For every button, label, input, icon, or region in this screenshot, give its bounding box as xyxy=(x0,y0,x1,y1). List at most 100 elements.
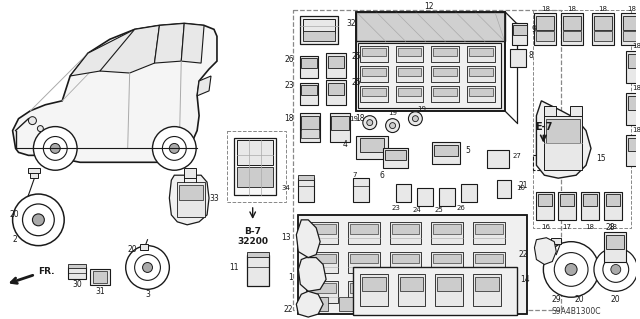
Bar xyxy=(396,46,423,62)
Circle shape xyxy=(143,263,152,272)
Text: 7: 7 xyxy=(353,172,357,178)
Bar xyxy=(360,66,388,82)
Bar xyxy=(628,54,640,68)
Text: 18: 18 xyxy=(284,114,293,123)
Bar xyxy=(300,83,318,105)
Bar xyxy=(475,224,502,234)
Bar xyxy=(356,11,505,41)
Bar xyxy=(621,13,640,45)
Text: 19: 19 xyxy=(417,106,426,112)
Bar xyxy=(362,88,386,96)
Bar xyxy=(433,283,461,293)
Text: 8: 8 xyxy=(529,51,533,60)
Text: 30: 30 xyxy=(72,280,82,289)
Bar xyxy=(558,192,576,220)
Bar xyxy=(385,150,406,160)
Bar xyxy=(390,281,421,303)
Bar xyxy=(307,222,338,244)
Text: 22: 22 xyxy=(284,305,293,314)
Bar xyxy=(298,215,527,314)
Circle shape xyxy=(125,246,170,289)
Text: B-7: B-7 xyxy=(244,227,261,236)
Bar xyxy=(383,148,408,168)
Bar xyxy=(604,192,621,220)
Bar xyxy=(467,46,495,62)
Bar xyxy=(362,48,386,56)
Bar xyxy=(179,185,203,200)
Bar xyxy=(396,66,423,82)
Polygon shape xyxy=(534,238,556,264)
Bar xyxy=(560,194,574,206)
Bar xyxy=(417,188,433,206)
Text: FR.: FR. xyxy=(38,267,55,276)
Text: 14: 14 xyxy=(520,275,530,284)
Bar xyxy=(475,283,502,293)
Circle shape xyxy=(554,253,588,286)
Text: 3: 3 xyxy=(145,290,150,299)
Bar xyxy=(469,88,493,96)
Text: 17: 17 xyxy=(563,224,572,230)
Bar xyxy=(358,43,500,108)
Bar xyxy=(482,297,507,311)
Bar xyxy=(561,13,583,45)
Text: 31: 31 xyxy=(95,287,105,296)
Text: 12: 12 xyxy=(424,2,434,11)
Text: 18: 18 xyxy=(541,5,550,11)
Text: 20: 20 xyxy=(611,295,621,304)
Bar xyxy=(563,31,581,41)
Circle shape xyxy=(134,255,161,280)
Bar xyxy=(68,264,86,269)
Text: 18: 18 xyxy=(632,127,640,133)
Bar xyxy=(435,274,463,306)
Bar xyxy=(473,274,500,306)
Text: 1: 1 xyxy=(289,273,293,282)
Text: 33: 33 xyxy=(209,194,219,203)
Bar xyxy=(473,252,505,273)
Circle shape xyxy=(37,126,44,131)
Bar xyxy=(68,267,86,279)
Bar xyxy=(234,137,275,195)
Bar xyxy=(301,58,317,68)
Circle shape xyxy=(390,122,396,129)
Text: 19: 19 xyxy=(349,116,358,122)
Text: 32: 32 xyxy=(346,19,356,28)
Circle shape xyxy=(170,144,179,153)
Bar xyxy=(594,31,612,41)
Bar xyxy=(397,88,421,96)
Bar xyxy=(307,281,338,303)
Text: 25: 25 xyxy=(435,207,444,213)
Bar xyxy=(410,297,435,311)
Text: 15: 15 xyxy=(596,154,605,163)
Circle shape xyxy=(412,116,419,122)
Bar xyxy=(534,155,554,170)
Bar xyxy=(348,222,380,244)
Bar xyxy=(431,86,459,102)
Text: 28: 28 xyxy=(605,223,614,232)
Bar xyxy=(513,26,527,35)
Bar xyxy=(397,68,421,76)
Bar xyxy=(247,252,269,256)
Bar xyxy=(433,254,461,263)
Text: 10: 10 xyxy=(516,185,525,191)
Text: 32200: 32200 xyxy=(237,237,268,246)
Text: 18: 18 xyxy=(598,5,607,11)
Circle shape xyxy=(163,137,186,160)
Text: S9A4B1300C: S9A4B1300C xyxy=(551,307,601,315)
Bar xyxy=(360,86,388,102)
Circle shape xyxy=(13,194,64,246)
Text: 5: 5 xyxy=(465,146,470,155)
Bar xyxy=(300,56,318,78)
Circle shape xyxy=(611,264,621,274)
Bar xyxy=(511,23,527,45)
Text: 11: 11 xyxy=(229,263,239,272)
Bar xyxy=(467,66,495,82)
Bar xyxy=(583,194,597,206)
Bar xyxy=(300,17,338,44)
Text: 19: 19 xyxy=(388,110,397,116)
Bar xyxy=(308,254,336,263)
Bar xyxy=(328,83,344,95)
Bar xyxy=(538,194,552,206)
Bar xyxy=(328,56,344,68)
Bar xyxy=(360,274,388,306)
Bar xyxy=(623,17,640,30)
